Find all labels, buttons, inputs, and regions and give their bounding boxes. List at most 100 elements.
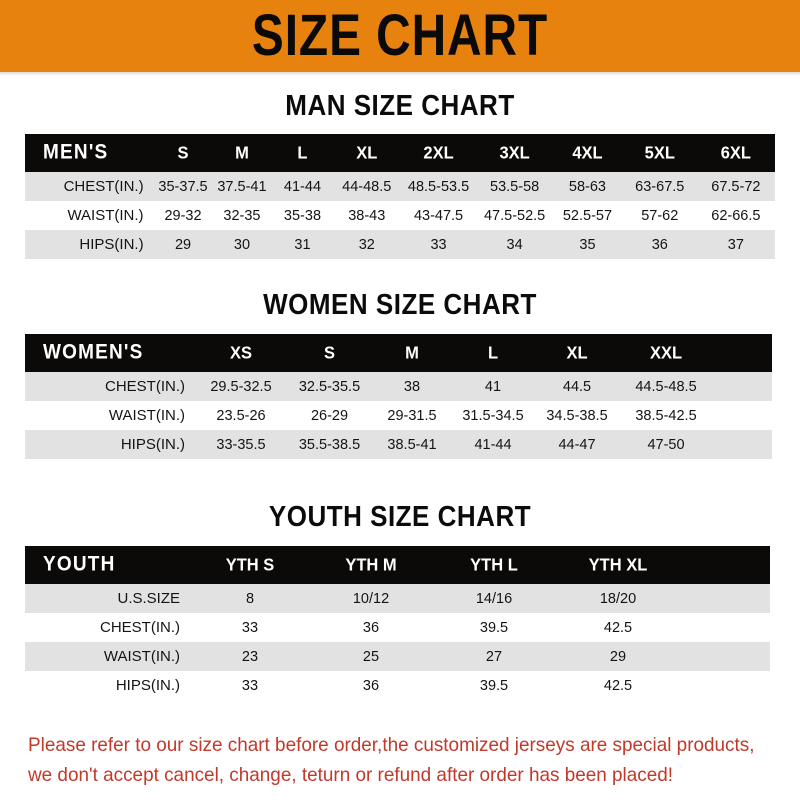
measurement-cell: 35-37.5 xyxy=(158,178,208,195)
measurement-cell: 52.5-57 xyxy=(562,207,613,224)
column-header-xl: XL xyxy=(566,342,588,363)
measurement-cell: 42.5 xyxy=(603,677,633,694)
row-label: WAIST(IN.) xyxy=(67,207,144,224)
column-header-yth-m: YTH M xyxy=(345,554,397,575)
row-label: CHEST(IN.) xyxy=(105,378,185,395)
women-table-label: WOMEN'S xyxy=(43,340,144,364)
column-header-s: S xyxy=(323,342,335,363)
men-size-table: MEN'S S M L XL 2XL 3XL 4XL 5XL 6XL CHEST(IN.) 35-37… xyxy=(25,134,775,259)
row-label: U.S.SIZE xyxy=(117,590,180,607)
measurement-cell: 39.5 xyxy=(479,677,509,694)
measurement-cell: 8 xyxy=(245,590,255,607)
men-table-label: MEN'S xyxy=(43,140,109,164)
disclaimer-line-2: we don't accept cancel, change, teturn o… xyxy=(28,764,674,786)
measurement-cell: 32.5-35.5 xyxy=(298,378,361,395)
measurement-cell: 36 xyxy=(362,619,380,636)
table-row: U.S.SIZE 8 10/12 14/16 18/20 xyxy=(25,584,770,613)
row-filler xyxy=(712,372,772,401)
measurement-cell: 31.5-34.5 xyxy=(462,407,524,424)
column-header-m: M xyxy=(235,142,249,163)
measurement-cell: 44-47 xyxy=(558,436,596,453)
column-header-l: L xyxy=(297,142,308,163)
row-label: WAIST(IN.) xyxy=(103,648,180,665)
measurement-cell: 34 xyxy=(506,236,523,253)
row-filler xyxy=(680,671,770,700)
measurement-cell: 33 xyxy=(241,619,259,636)
measurement-cell: 33 xyxy=(241,677,259,694)
table-row: WAIST(IN.) 29-32 32-35 35-38 38-43 43-47.5 47.… xyxy=(25,201,775,230)
table-row: HIPS(IN.) 33-35.5 35.5-38.5 38.5-41 41-44 44-… xyxy=(25,430,772,459)
row-label: CHEST(IN.) xyxy=(63,178,144,195)
measurement-cell: 29-31.5 xyxy=(387,407,437,424)
table-row: WAIST(IN.) 23 25 27 29 xyxy=(25,642,770,671)
measurement-cell: 32 xyxy=(358,236,375,253)
banner-shadow xyxy=(0,72,800,76)
measurement-cell: 10/12 xyxy=(352,590,390,607)
men-header-row: MEN'S S M L XL 2XL 3XL 4XL 5XL 6XL xyxy=(25,134,775,172)
row-filler xyxy=(712,430,772,459)
column-header-yth-xl: YTH XL xyxy=(588,554,648,575)
column-header-s: S xyxy=(177,142,189,163)
measurement-cell: 35 xyxy=(579,236,596,253)
column-header-m: M xyxy=(405,342,419,363)
measurement-cell: 31 xyxy=(294,236,311,253)
measurement-cell: 29 xyxy=(174,236,192,253)
measurement-cell: 44-48.5 xyxy=(342,178,392,195)
table-row: CHEST(IN.) 35-37.5 37.5-41 41-44 44-48.5 48.5… xyxy=(25,172,775,201)
column-header-4xl: 4XL xyxy=(572,142,603,163)
measurement-cell: 41-44 xyxy=(283,178,322,195)
measurement-cell: 29 xyxy=(609,648,627,665)
measurement-cell: 26-29 xyxy=(310,407,349,424)
measurement-cell: 33 xyxy=(430,236,447,253)
column-header-5xl: 5XL xyxy=(644,142,675,163)
measurement-cell: 29.5-32.5 xyxy=(210,378,272,395)
measurement-cell: 30 xyxy=(233,236,251,253)
row-label: CHEST(IN.) xyxy=(100,619,180,636)
measurement-cell: 23.5-26 xyxy=(216,407,266,424)
measurement-cell: 37.5-41 xyxy=(217,178,267,195)
disclaimer-note: Please refer to our size chart before or… xyxy=(28,730,759,790)
row-label: HIPS(IN.) xyxy=(120,436,185,453)
women-size-table: WOMEN'S XS S M L XL XXL CHEST(IN.) 29.5-32.5 32.5… xyxy=(25,334,772,459)
measurement-cell: 33-35.5 xyxy=(216,436,266,453)
youth-header-row: YOUTH YTH S YTH M YTH L YTH XL xyxy=(25,546,770,584)
measurement-cell: 29-32 xyxy=(164,207,202,224)
measurement-cell: 14/16 xyxy=(475,590,513,607)
table-row: HIPS(IN.) 33 36 39.5 42.5 xyxy=(25,671,770,700)
column-header-xs: XS xyxy=(229,342,252,363)
column-header-yth-s: YTH S xyxy=(225,554,275,575)
measurement-cell: 44.5-48.5 xyxy=(635,378,697,395)
column-header-6xl: 6XL xyxy=(720,142,751,163)
men-section-title: MAN SIZE CHART xyxy=(285,88,515,122)
measurement-cell: 38.5-41 xyxy=(387,436,437,453)
measurement-cell: 41-44 xyxy=(474,436,512,453)
measurement-cell: 18/20 xyxy=(599,590,637,607)
measurement-cell: 47-50 xyxy=(647,436,685,453)
measurement-cell: 38.5-42.5 xyxy=(635,407,697,424)
page-banner: SIZE CHART xyxy=(0,0,800,72)
women-section-title: WOMEN SIZE CHART xyxy=(263,287,537,321)
measurement-cell: 67.5-72 xyxy=(711,178,761,195)
measurement-cell: 57-62 xyxy=(641,207,679,224)
measurement-cell: 35-38 xyxy=(283,207,322,224)
row-filler xyxy=(680,584,770,613)
measurement-cell: 62-66.5 xyxy=(711,207,761,224)
column-header-xl: XL xyxy=(356,142,378,163)
youth-header-filler xyxy=(680,545,770,585)
measurement-cell: 32-35 xyxy=(223,207,261,224)
disclaimer-line-1: Please refer to our size chart before or… xyxy=(28,734,755,756)
measurement-cell: 36 xyxy=(362,677,380,694)
youth-section-title: YOUTH SIZE CHART xyxy=(268,499,532,533)
measurement-cell: 48.5-53.5 xyxy=(407,178,470,195)
measurement-cell: 41 xyxy=(484,378,502,395)
page-title: SIZE CHART xyxy=(251,3,549,69)
measurement-cell: 34.5-38.5 xyxy=(546,407,608,424)
table-row: CHEST(IN.) 29.5-32.5 32.5-35.5 38 41 44.5 44.5… xyxy=(25,372,772,401)
column-header-yth-l: YTH L xyxy=(470,554,518,575)
row-filler xyxy=(712,401,772,430)
measurement-cell: 35.5-38.5 xyxy=(298,436,361,453)
measurement-cell: 42.5 xyxy=(603,619,633,636)
column-header-2xl: 2XL xyxy=(423,142,454,163)
measurement-cell: 38 xyxy=(403,378,421,395)
row-filler xyxy=(680,613,770,642)
